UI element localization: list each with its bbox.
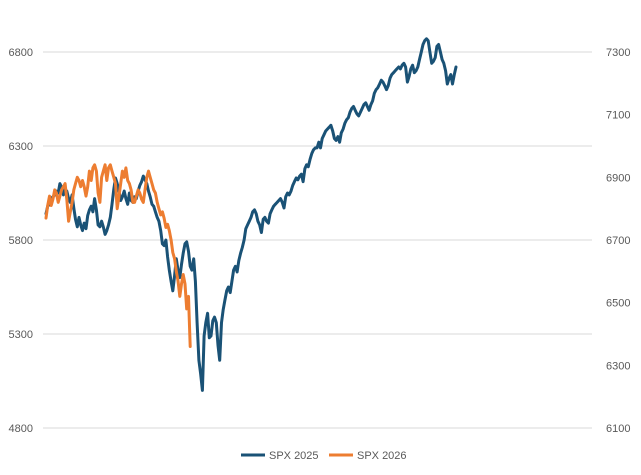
plot-lines <box>44 37 458 392</box>
legend: SPX 2025 SPX 2026 <box>241 450 407 462</box>
gridlines <box>43 51 592 429</box>
right-axis-tick-label: 6500 <box>606 298 630 310</box>
right-axis-tick-labels: 6100 6300 6500 6700 6900 7100 7300 <box>606 47 630 435</box>
legend-label: SPX 2025 <box>269 450 319 462</box>
right-axis-tick-label: 6300 <box>606 360 630 372</box>
right-axis-tick-label: 6100 <box>606 423 630 435</box>
series-line-spx-2025 <box>44 37 458 392</box>
left-axis-tick-label: 4800 <box>9 423 33 435</box>
left-axis-tick-label: 6300 <box>9 141 33 153</box>
right-axis-tick-label: 6700 <box>606 235 630 247</box>
right-axis-tick-label: 7100 <box>606 110 630 122</box>
left-axis-tick-label: 5800 <box>9 235 33 247</box>
right-axis-tick-label: 6900 <box>606 172 630 184</box>
left-axis-tick-labels: 4800 5300 5800 6300 6800 <box>9 47 33 435</box>
left-axis-tick-label: 5300 <box>9 329 33 341</box>
series-line-spx-2026 <box>44 163 192 348</box>
left-axis-tick-label: 6800 <box>9 47 33 59</box>
right-axis-tick-label: 7300 <box>606 47 630 59</box>
legend-label: SPX 2026 <box>357 450 407 462</box>
